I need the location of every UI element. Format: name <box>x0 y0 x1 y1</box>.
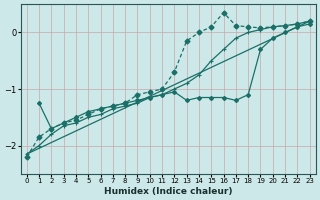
X-axis label: Humidex (Indice chaleur): Humidex (Indice chaleur) <box>104 187 232 196</box>
